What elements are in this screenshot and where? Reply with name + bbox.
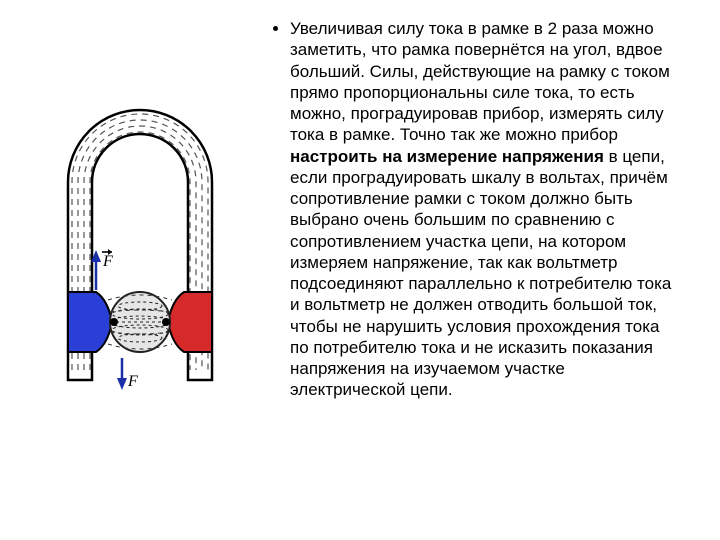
pole-left bbox=[68, 292, 112, 352]
contact-right bbox=[162, 318, 170, 326]
paragraph-bold: настроить на измерение напряжения bbox=[290, 147, 604, 166]
paragraph-part-2: в цепи, если проградуировать шкалу в вол… bbox=[290, 147, 671, 400]
force-label-up: F bbox=[102, 253, 113, 270]
text-column: Увеличивая силу тока в рамке в 2 раза мо… bbox=[260, 0, 720, 540]
pole-right bbox=[168, 292, 212, 352]
force-arrow-down: F bbox=[117, 358, 138, 390]
paragraph-item: Увеличивая силу тока в рамке в 2 раза мо… bbox=[290, 18, 680, 401]
slide: F F Увеличивая силу тока в рамке в 2 раз… bbox=[0, 0, 720, 540]
force-arrow-up: F bbox=[91, 249, 113, 290]
magnet-coil-diagram: F F bbox=[50, 90, 230, 390]
force-label-down: F bbox=[127, 373, 138, 390]
figure-column: F F bbox=[0, 0, 260, 540]
contact-left bbox=[110, 318, 118, 326]
bullet-list: Увеличивая силу тока в рамке в 2 раза мо… bbox=[270, 18, 680, 401]
paragraph-part-1: Увеличивая силу тока в рамке в 2 раза мо… bbox=[290, 19, 670, 144]
